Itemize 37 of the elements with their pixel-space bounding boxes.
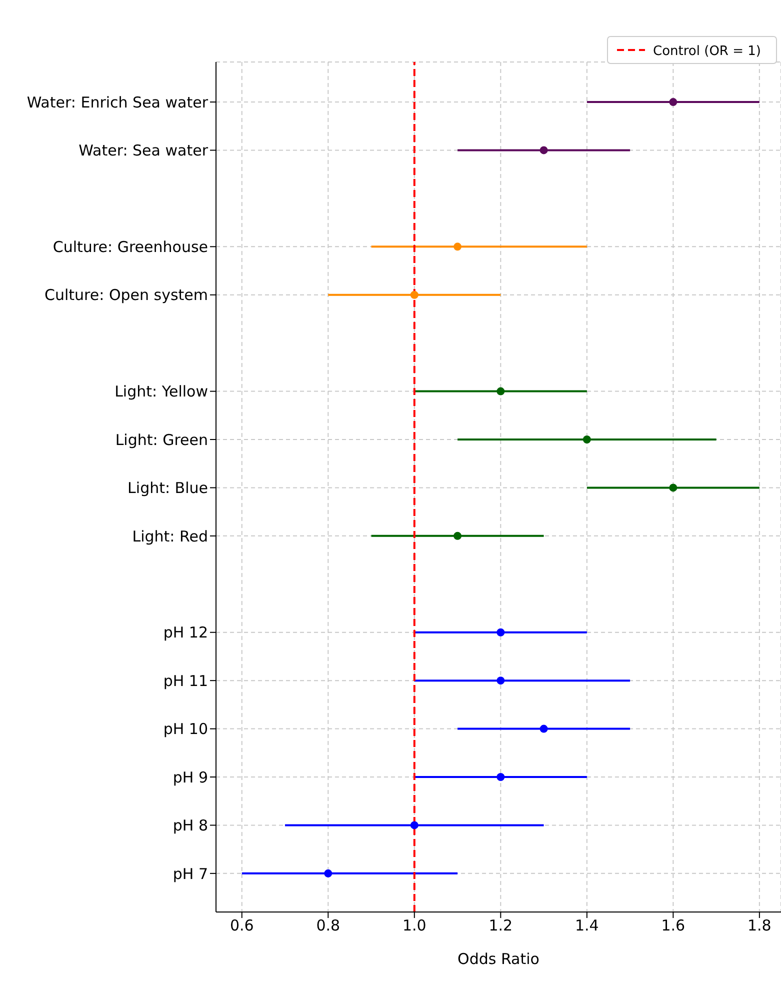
point (454, 242, 462, 251)
x-tick-label: 0.8 (316, 916, 340, 935)
point (669, 484, 678, 492)
x-axis-title: Odds Ratio (458, 950, 540, 968)
point (540, 146, 548, 154)
y-tick-label: Light: Yellow (114, 382, 208, 401)
x-tick-label: 1.0 (402, 916, 426, 935)
point (669, 98, 678, 106)
point (540, 724, 548, 733)
y-tick-label: Water: Sea water (78, 142, 209, 160)
y-tick-label: pH 9 (172, 768, 208, 786)
y-tick-label: Light: Green (115, 430, 208, 449)
x-tick-label: 1.6 (661, 916, 686, 935)
point (410, 290, 418, 299)
y-tick-label: pH 8 (172, 816, 208, 835)
y-tick-label: pH 12 (163, 624, 208, 642)
x-tick-label: 0.6 (230, 916, 254, 935)
y-tick-label: Water: Enrich Sea water (26, 93, 209, 112)
y-tick-label: Light: Red (132, 527, 208, 546)
point (454, 532, 462, 540)
y-tick-label: pH 11 (163, 672, 208, 690)
y-tick-label: pH 7 (172, 864, 208, 883)
y-tick-label: pH 10 (163, 720, 208, 738)
point (496, 387, 505, 396)
point (410, 821, 418, 830)
y-tick-label: Light: Blue (128, 479, 208, 498)
x-tick-label: 1.4 (574, 916, 599, 935)
point (324, 869, 332, 878)
x-tick-label: 1.8 (748, 916, 772, 935)
point (496, 676, 505, 685)
point (496, 628, 505, 636)
y-tick-label: Culture: Open system (44, 286, 208, 304)
x-tick-label: 1.2 (488, 916, 513, 935)
y-tick-label: Culture: Greenhouse (52, 238, 208, 256)
point (496, 773, 505, 782)
legend-label: Control (OR = 1) (653, 44, 761, 59)
point (582, 436, 591, 444)
